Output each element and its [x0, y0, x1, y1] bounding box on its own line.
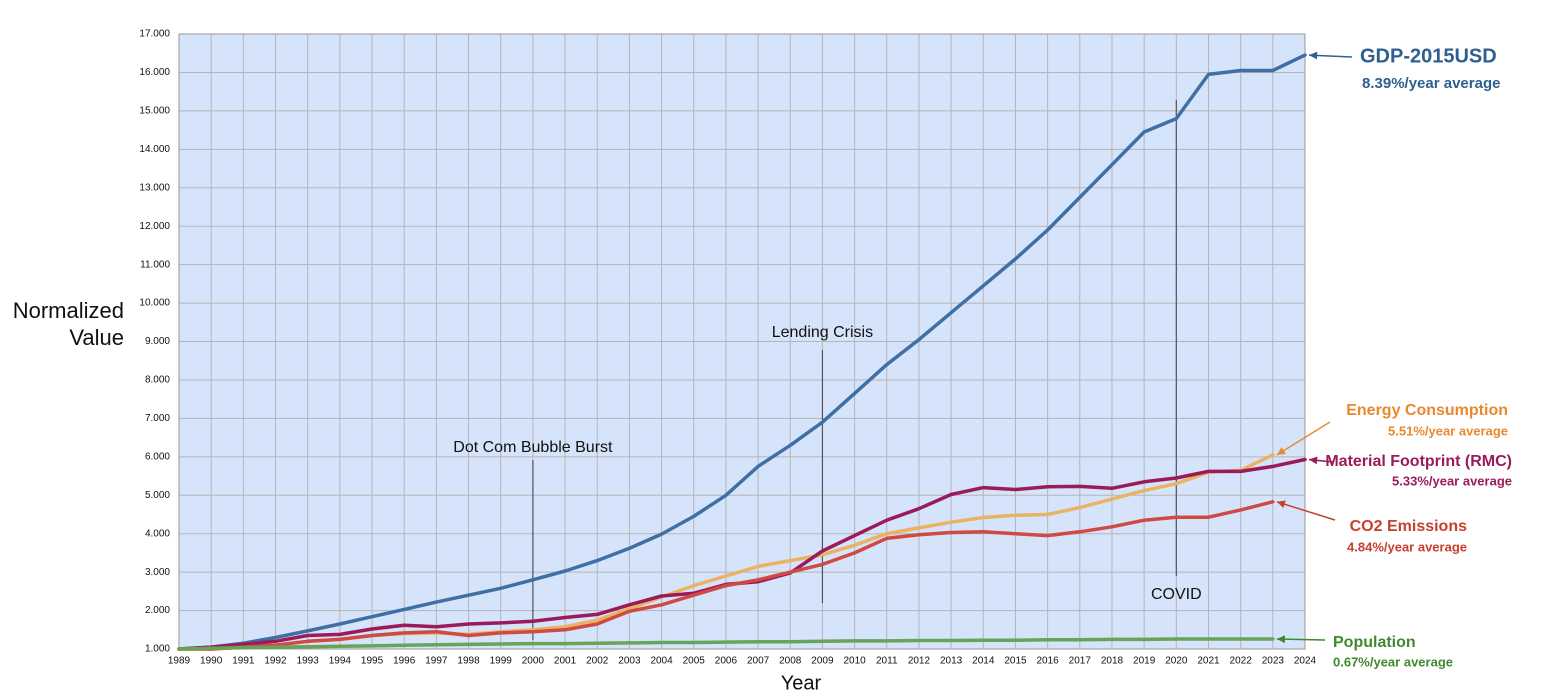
arrow-head — [1309, 51, 1318, 60]
legend-label: GDP-2015USD — [1360, 45, 1497, 67]
x-tick-label: 2003 — [618, 656, 641, 667]
x-tick-label: 2004 — [650, 656, 673, 667]
x-tick-label: 2010 — [843, 656, 866, 667]
x-tick-label: 1998 — [457, 656, 480, 667]
series-note: 8.39%/year average — [1362, 75, 1500, 92]
x-tick-label: 2014 — [972, 656, 995, 667]
x-tick-label: 2022 — [1230, 656, 1253, 667]
x-tick-label: 2020 — [1165, 656, 1188, 667]
series-line — [177, 637, 1275, 651]
y-tick-label: 14.000 — [139, 144, 170, 155]
y-tick-label: 1.000 — [145, 644, 170, 655]
y-tick-label: 17.000 — [139, 29, 170, 40]
y-tick-label: 16.000 — [139, 67, 170, 78]
y-tick-label: 6.000 — [145, 451, 170, 462]
y-tick-label: 4.000 — [145, 528, 170, 539]
x-tick-label: 2013 — [940, 656, 963, 667]
y-tick-label: 11.000 — [140, 259, 170, 270]
label-arrow — [1276, 501, 1336, 521]
legend-label: Energy Consumption — [1346, 402, 1508, 419]
legend-label: CO2 Emissions — [1350, 518, 1467, 535]
x-tick-label: 2005 — [683, 656, 706, 667]
y-tick-label: 2.000 — [145, 605, 170, 616]
x-tick-label: 2009 — [811, 656, 834, 667]
series-note: 0.67%/year average — [1333, 654, 1453, 669]
x-tick-label: 2001 — [554, 656, 577, 667]
y-tick-label: 3.000 — [145, 567, 170, 578]
y-tick-label: 10.000 — [139, 298, 170, 309]
x-tick-label: 1993 — [297, 656, 320, 667]
x-tick-label: 2015 — [1004, 656, 1027, 667]
series-note: 4.84%/year average — [1347, 539, 1467, 554]
legend-label: Material Footprint (RMC) — [1325, 453, 1512, 470]
y-tick-label: 7.000 — [145, 413, 170, 424]
x-tick-label: 1994 — [329, 656, 352, 667]
x-tick-label: 2007 — [747, 656, 770, 667]
x-tick-label: 1999 — [490, 656, 513, 667]
annotation: Lending Crisis — [772, 324, 873, 341]
series-note: 5.33%/year average — [1392, 473, 1512, 488]
x-tick-label: 1995 — [361, 656, 384, 667]
x-tick-label: 2017 — [1069, 656, 1092, 667]
x-tick-label: 2024 — [1294, 656, 1317, 667]
x-tick-label: 2000 — [522, 656, 545, 667]
arrow-head — [1276, 500, 1286, 508]
x-tick-label: 2008 — [779, 656, 802, 667]
y-tick-label: 9.000 — [145, 336, 170, 347]
annotation: Dot Com Bubble Burst — [453, 439, 613, 456]
x-tick-label: 1996 — [393, 656, 416, 667]
x-tick-label: 2019 — [1133, 656, 1156, 667]
y-tick-label: 5.000 — [145, 490, 170, 501]
x-tick-label: 2012 — [908, 656, 931, 667]
x-tick-label: 2006 — [715, 656, 738, 667]
legend-label: Population — [1333, 634, 1416, 651]
arrow-head — [1309, 456, 1318, 465]
y-axis-label: Normalized Value — [12, 298, 124, 350]
x-tick-label: 2016 — [1037, 656, 1060, 667]
x-tick-label: 2018 — [1101, 656, 1124, 667]
x-tick-label: 1992 — [264, 656, 287, 667]
x-tick-label: 2011 — [876, 656, 898, 667]
x-tick-label: 1991 — [232, 656, 255, 667]
series-line — [177, 500, 1275, 651]
x-tick-label: 2002 — [586, 656, 609, 667]
y-tick-label: 8.000 — [145, 375, 170, 386]
label-arrow — [1276, 421, 1331, 456]
arrow-head — [1276, 635, 1286, 644]
y-tick-label: 12.000 — [139, 221, 170, 232]
x-tick-label: 1997 — [425, 656, 448, 667]
x-tick-label: 1990 — [200, 656, 223, 667]
plot-border — [178, 33, 1306, 650]
y-tick-label: 15.000 — [139, 106, 170, 117]
x-tick-label: 1989 — [168, 656, 191, 667]
series-line — [177, 53, 1307, 651]
annotation: COVID — [1151, 586, 1202, 603]
series-note: 5.51%/year average — [1388, 423, 1508, 438]
x-tick-label: 2023 — [1262, 656, 1285, 667]
y-tick-label: 13.000 — [139, 182, 170, 193]
arrow-head — [1276, 447, 1286, 455]
x-tick-label: 2021 — [1197, 656, 1220, 667]
x-axis-label: Year — [781, 672, 822, 694]
